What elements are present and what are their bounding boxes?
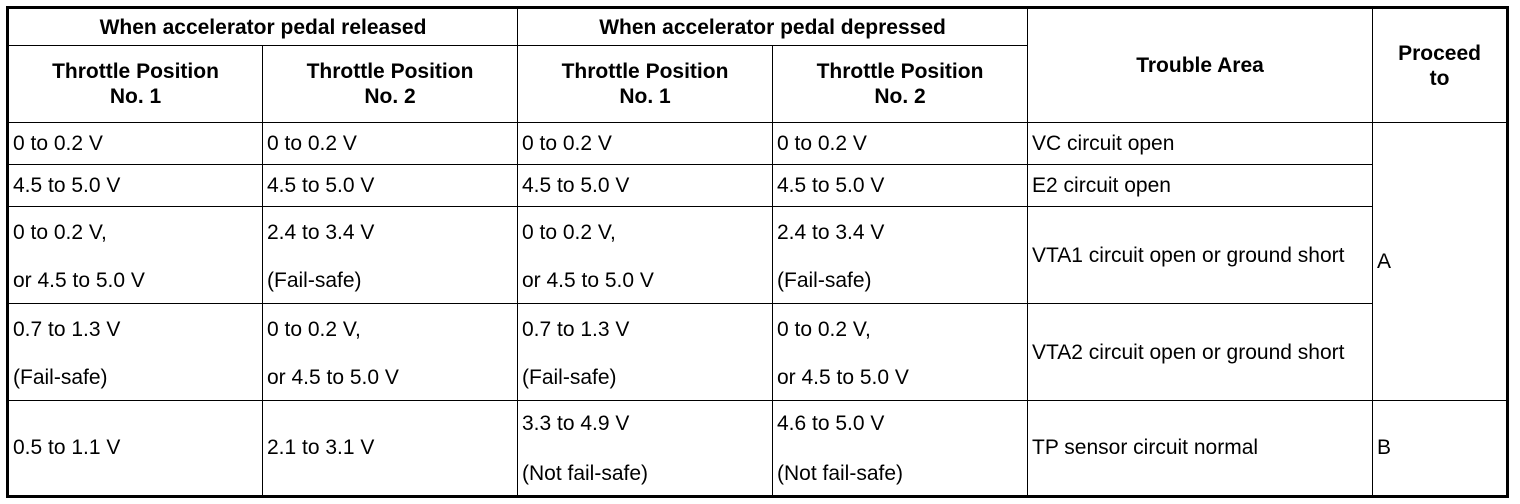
cell-proceed-b: B [1372,400,1509,497]
cell-line: 4.6 to 5.0 V [777,412,885,435]
cell-released-tp2: 0 to 0.2 V, or 4.5 to 5.0 V [262,303,518,401]
cell-line: (Not fail-safe) [522,462,649,485]
header-proceed-to: Proceed to [1372,7,1509,123]
cell-line: 0.7 to 1.3 V [522,318,630,341]
table-row: 0 to 0.2 V 0 to 0.2 V 0 to 0.2 V 0 to 0.… [7,122,1509,401]
table-row: 0.7 to 1.3 V (Fail-safe) 0 to 0.2 V, or … [7,303,1508,401]
header-tp-number: No. 1 [109,85,162,108]
cell-depressed-tp1: 0 to 0.2 V, or 4.5 to 5.0 V [517,206,773,304]
header-tp-label: Throttle Position [816,60,984,83]
cell-released-tp1: 0 to 0.2 V [7,122,263,165]
cell-released-tp1: 0.5 to 1.1 V [7,400,263,497]
cell-depressed-tp1: 0 to 0.2 V [517,122,773,165]
cell-trouble-area: VTA2 circuit open or ground short [1027,303,1374,401]
header-tp-label: Throttle Position [52,60,219,83]
cell-trouble-area: VC circuit open [1027,122,1374,165]
cell-line: (Fail-safe) [522,366,617,389]
diagnosis-table: When accelerator pedal released When acc… [6,6,1510,498]
cell-depressed-tp1: 0.7 to 1.3 V (Fail-safe) [517,303,773,401]
cell-line: (Fail-safe) [777,269,872,292]
table-row: 4.5 to 5.0 V 4.5 to 5.0 V 4.5 to 5.0 V 4… [7,164,1508,207]
cell-line: 0 to 0.2 V, [267,318,361,341]
cell-line: (Fail-safe) [267,269,362,292]
header-trouble-area: Trouble Area [1027,7,1374,123]
cell-depressed-tp1: 3.3 to 4.9 V (Not fail-safe) [517,400,773,497]
cell-line: 3.3 to 4.9 V [522,412,630,435]
cell-line: or 4.5 to 5.0 V [267,366,399,389]
header-tp-number: No. 2 [874,85,926,108]
header-pedal-released: When accelerator pedal released [7,7,518,46]
cell-line: 0 to 0.2 V, [13,221,107,244]
cell-depressed-tp2: 0 to 0.2 V [771,122,1029,165]
header-depressed-tp2: Throttle Position No. 2 [771,45,1029,123]
header-released-tp2: Throttle Position No. 2 [262,45,518,123]
cell-released-tp2: 2.4 to 3.4 V (Fail-safe) [262,206,518,304]
cell-depressed-tp2: 4.5 to 5.0 V [771,164,1029,207]
cell-line: 2.4 to 3.4 V [267,221,375,244]
cell-line: 0 to 0.2 V, [522,221,616,244]
cell-depressed-tp1: 4.5 to 5.0 V [517,164,773,207]
cell-released-tp2: 0 to 0.2 V [262,122,518,165]
cell-depressed-tp2: 0 to 0.2 V, or 4.5 to 5.0 V [771,303,1029,401]
header-tp-number: No. 2 [364,85,416,108]
header-tp-label: Throttle Position [561,60,729,83]
cell-line: 0.7 to 1.3 V [13,318,121,341]
cell-trouble-area: E2 circuit open [1027,164,1374,207]
header-proceed-line2: to [1429,66,1450,90]
cell-released-tp2: 2.1 to 3.1 V [262,400,518,497]
cell-released-tp1: 4.5 to 5.0 V [7,164,263,207]
header-depressed-tp1: Throttle Position No. 1 [517,45,773,123]
table-row: 0 to 0.2 V, or 4.5 to 5.0 V 2.4 to 3.4 V… [7,206,1508,304]
header-tp-number: No. 1 [619,85,671,108]
cell-line: (Not fail-safe) [777,462,904,485]
cell-released-tp1: 0.7 to 1.3 V (Fail-safe) [7,303,263,401]
cell-proceed-a: A [1372,122,1509,401]
cell-released-tp1: 0 to 0.2 V, or 4.5 to 5.0 V [7,206,263,304]
cell-depressed-tp2: 4.6 to 5.0 V (Not fail-safe) [771,400,1029,497]
cell-trouble-area: TP sensor circuit normal [1027,400,1374,497]
cell-line: 2.4 to 3.4 V [777,221,885,244]
cell-line: 0 to 0.2 V, [777,318,871,341]
cell-line: or 4.5 to 5.0 V [522,269,654,292]
table-row: 0.5 to 1.1 V 2.1 to 3.1 V 3.3 to 4.9 V (… [7,400,1509,497]
cell-line: (Fail-safe) [13,366,108,389]
cell-line: or 4.5 to 5.0 V [13,269,145,292]
header-pedal-depressed: When accelerator pedal depressed [516,7,1029,46]
header-proceed-line1: Proceed [1398,41,1481,65]
header-released-tp1: Throttle Position No. 1 [7,45,263,123]
cell-trouble-area: VTA1 circuit open or ground short [1027,206,1374,304]
cell-released-tp2: 4.5 to 5.0 V [262,164,518,207]
cell-depressed-tp2: 2.4 to 3.4 V (Fail-safe) [771,206,1029,304]
cell-line: or 4.5 to 5.0 V [777,366,909,389]
header-tp-label: Throttle Position [306,60,474,83]
